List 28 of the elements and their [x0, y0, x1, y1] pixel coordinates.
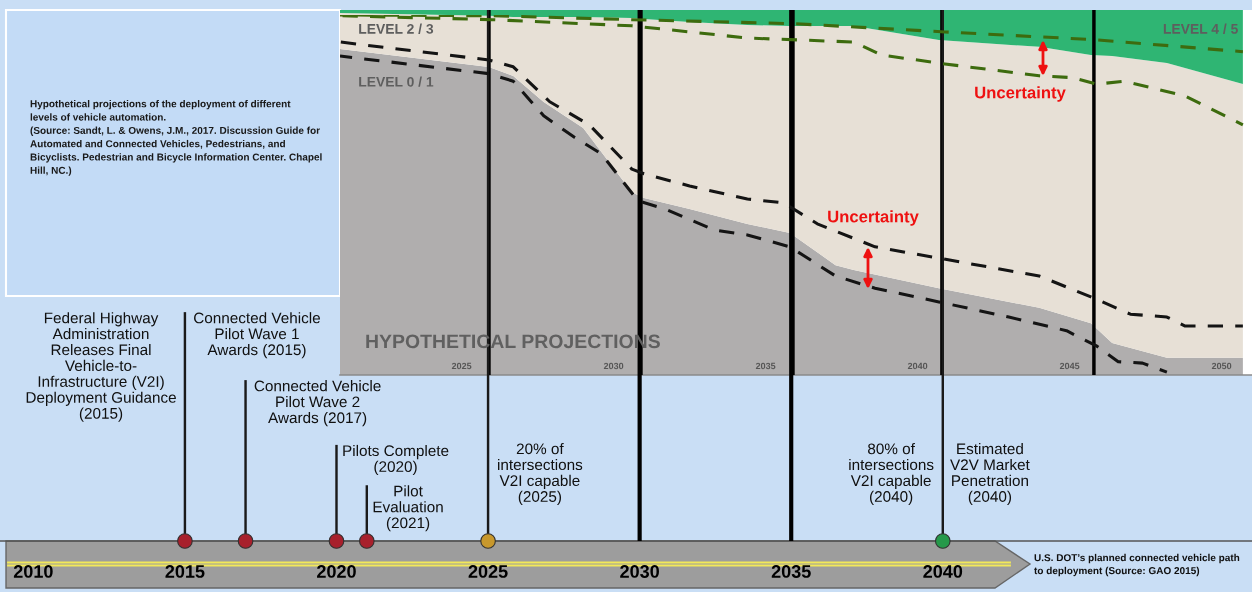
annotation: Pilots Complete (2020): [343, 444, 449, 476]
series-label: LEVEL 0 / 1: [359, 76, 434, 87]
x-tick-label: 2040: [907, 362, 928, 370]
x-tick-label: 2025: [451, 362, 472, 370]
annotation: Connected Vehicle Pilot Wave 1 Awards (2015): [194, 312, 320, 359]
annotation: Uncertainty: [975, 86, 1066, 102]
annotation: Federal Highway Administration Releases Final Vehicle-to- Infrastructure (V2I) Deployment Guidance (2015): [26, 312, 176, 422]
x-tick-label: 2050: [1211, 362, 1232, 370]
x-tick-label: 2030: [620, 565, 659, 578]
text: U.S. DOT’s planned connected vehicle path to deployment (Source: GAO 2015): [1034, 553, 1240, 577]
x-tick-label: 2025: [468, 565, 508, 578]
annotation: Hypothetical projections of the deployment of different levels of vehicle automation. (Source: Sandt, L. & Owens, J.M., 2017. Discussion Guide for Automated and Connected Vehicles, Pedestrians, and Bicyclists. Pedestrian and Bicycle Information Center. Chapel Hill, NC.): [30, 100, 322, 176]
x-tick-label: 2035: [755, 362, 776, 370]
annotation: 20% of intersections V2I capable (2025): [498, 443, 583, 505]
series-label: LEVEL 4 / 5: [1163, 23, 1238, 34]
x-tick-label: 2020: [317, 565, 356, 578]
series-label: LEVEL 2 / 3: [359, 23, 434, 34]
annotation: Connected Vehicle Pilot Wave 2 Awards (2017): [254, 380, 381, 427]
annotation: Uncertainty: [828, 210, 919, 226]
x-tick-label: 2010: [13, 565, 53, 578]
x-tick-label: 2040: [923, 565, 963, 578]
x-tick-label: 2045: [1059, 362, 1080, 370]
x-tick-label: 2015: [165, 565, 205, 578]
annotation: Estimated V2V Market Penetration (2040): [950, 443, 1030, 505]
x-tick-label: 2030: [603, 362, 624, 370]
x-tick-label: 2035: [771, 565, 811, 578]
annotation: Pilot Evaluation (2021): [373, 485, 443, 532]
annotation: 80% of intersections V2I capable (2040): [849, 443, 934, 505]
